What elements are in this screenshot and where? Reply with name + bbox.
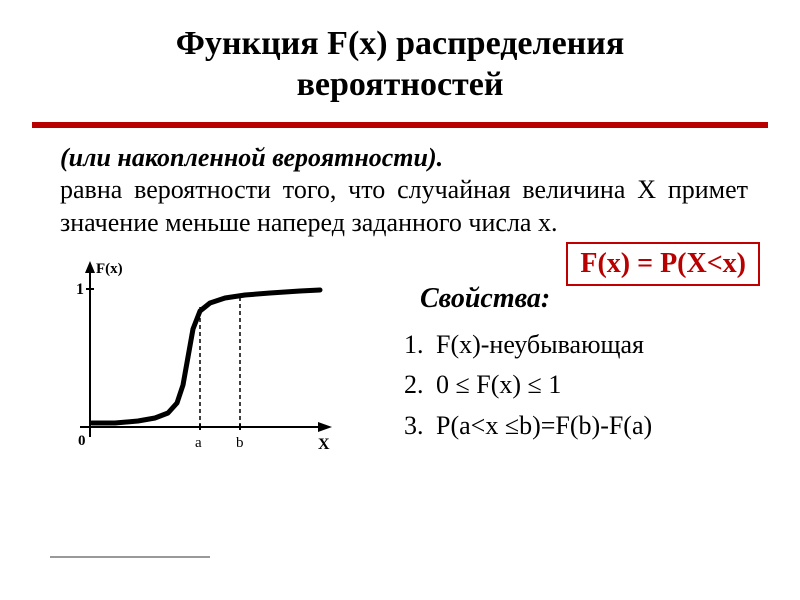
title-line-1: Функция F(x) распределения — [176, 25, 625, 62]
x-tick-b-label: b — [236, 435, 244, 451]
formula-box: F(x) = P(X<x) — [566, 242, 760, 286]
origin-label: 0 — [78, 433, 86, 449]
intro-italic: (или накопленной вероятности). — [60, 143, 443, 172]
intro-rest: равна вероятности того, что случайная ве… — [60, 175, 748, 237]
intro-paragraph: (или накопленной вероятности). равна вер… — [60, 142, 748, 240]
cdf-graph: 1 a b F(x) X 0 — [60, 247, 360, 467]
properties-title: Свойства: — [380, 283, 748, 315]
x-tick-a-label: a — [195, 435, 202, 451]
property-item: P(a<x ≤b)=F(b)-F(a) — [430, 406, 748, 446]
y-axis-label: F(x) — [96, 261, 123, 277]
body: (или накопленной вероятности). равна вер… — [0, 128, 800, 468]
y-axis-arrow — [85, 261, 95, 273]
properties-list: F(x)-неубывающая 0 ≤ F(x) ≤ 1 P(a<x ≤b)=… — [380, 325, 748, 446]
property-item: F(x)-неубывающая — [430, 325, 748, 365]
property-item: 0 ≤ F(x) ≤ 1 — [430, 365, 748, 405]
y-tick-1-label: 1 — [76, 281, 84, 298]
graph-svg: 1 a b F(x) X 0 — [60, 257, 340, 467]
x-axis-label: X — [318, 436, 330, 453]
x-axis-arrow — [318, 422, 332, 432]
title-block: Функция F(x) распределения вероятностей — [0, 0, 800, 116]
footer-line — [50, 556, 210, 558]
page-title: Функция F(x) распределения вероятностей — [0, 24, 800, 106]
cdf-curve — [92, 290, 320, 423]
title-line-2: вероятностей — [297, 66, 504, 103]
formula-text: F(x) = P(X<x) — [580, 248, 746, 279]
